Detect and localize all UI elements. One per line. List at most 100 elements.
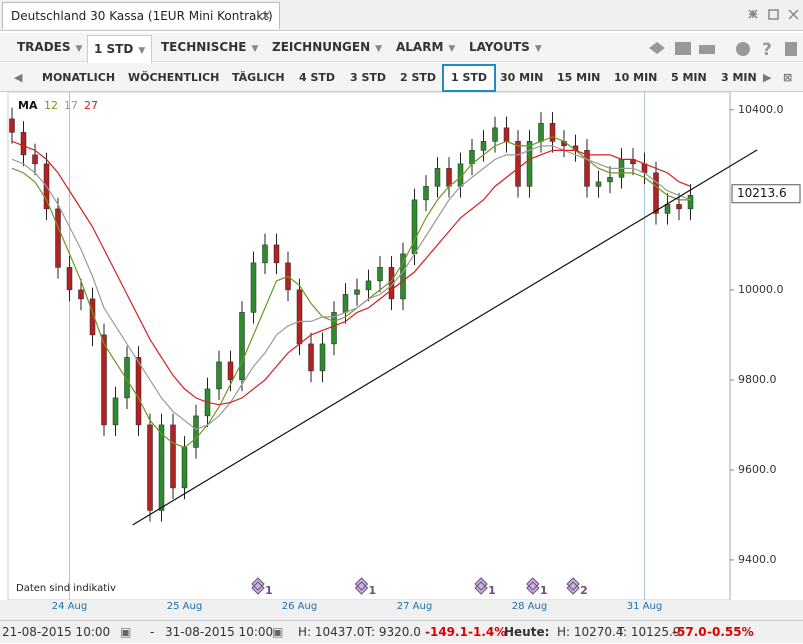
image-icon[interactable] — [675, 42, 691, 55]
timeframe-button[interactable]: 3 MIN — [721, 71, 757, 84]
timeframe-button[interactable]: 3 STD — [350, 71, 387, 84]
timeframe-button[interactable]: MONATLICH — [42, 71, 116, 84]
candle-body — [78, 289, 84, 300]
data-note: Daten sind indikativ — [16, 583, 116, 594]
chart: 9400.0 9600.0 9800.0 10000.0 10400.0 24 Aug 25… — [0, 92, 803, 620]
candle-body — [20, 132, 27, 156]
timeframe-button[interactable]: 30 MIN — [500, 71, 544, 84]
close-window-icon[interactable] — [788, 9, 799, 20]
dropdown-arrow: ▼ — [75, 44, 83, 54]
dropdown-arrow: ▼ — [375, 44, 383, 54]
tool-icons: ? — [649, 40, 797, 60]
timeframe-button[interactable]: 1 STD — [442, 64, 497, 92]
settings-icon[interactable] — [736, 42, 750, 56]
ma-line — [11, 136, 691, 449]
menu-label: 1 STD — [94, 42, 134, 56]
menu-label: LAYOUTS — [469, 40, 530, 54]
candle-body — [342, 294, 349, 313]
calendar-icon[interactable]: ▣ — [120, 625, 132, 639]
scroll-left[interactable]: ◀ — [14, 71, 23, 84]
timeframe-button[interactable]: 4 STD — [299, 71, 336, 84]
scroll-right[interactable]: ▶ — [763, 71, 772, 84]
move-icon[interactable] — [748, 9, 758, 19]
event-icon — [526, 577, 540, 595]
last-price-label: 10213.6 — [737, 186, 787, 200]
timeframe-button[interactable]: 15 MIN — [557, 71, 601, 84]
title-bar: Deutschland 30 Kassa (1EUR Mini Kontrakt… — [0, 0, 803, 31]
event-count: 1 — [265, 584, 273, 597]
close-toolbar[interactable]: ⊠ — [783, 71, 793, 84]
timeframe-button[interactable]: 10 MIN — [614, 71, 658, 84]
candle-body — [32, 154, 38, 165]
menu-item[interactable]: TRADES ▼ — [17, 33, 82, 64]
y-tick-label: 9400.0 — [738, 553, 777, 566]
menu-item[interactable]: ZEICHNUNGEN ▼ — [272, 33, 382, 64]
window-tab[interactable]: Deutschland 30 Kassa (1EUR Mini Kontrakt… — [2, 2, 280, 29]
footer-sep: - — [150, 625, 155, 639]
legend-entry: 12 — [44, 99, 58, 112]
candle-body — [181, 447, 188, 489]
candle-body — [400, 253, 406, 300]
ma-legend: MA — [18, 99, 38, 112]
footer-today-low: T: 10125.9 — [617, 625, 681, 639]
timeframe-button[interactable]: 5 MIN — [671, 71, 707, 84]
event-icon — [354, 577, 369, 595]
event-icon — [251, 577, 265, 595]
footer-high: H: 10437.0 — [298, 625, 365, 639]
maximize-icon[interactable] — [768, 9, 779, 20]
event-count: 2 — [580, 584, 588, 597]
close-icon[interactable]: ✕ — [260, 9, 271, 23]
footer: 21-08-2015 10:00 -31-08-2015 10:00 H: 1043… — [0, 620, 803, 643]
menu-item[interactable]: 1 STD ▼ — [87, 35, 153, 64]
legend-entry: 17 — [64, 99, 78, 112]
x-tick-label: 26 Aug — [282, 601, 317, 612]
timeframe-button[interactable]: WÖCHENTLICH — [128, 71, 220, 84]
menu-item[interactable]: TECHNISCHE ▼ — [161, 33, 258, 64]
event-icon — [474, 577, 488, 595]
candle-body — [112, 397, 119, 426]
menu-label: ZEICHNUNGEN — [272, 40, 371, 54]
export-icon[interactable] — [785, 42, 797, 56]
help-icon[interactable]: ? — [762, 40, 772, 60]
footer-today-high: H: 10270.4 — [557, 625, 624, 639]
window-title: Deutschland 30 Kassa (1EUR Mini Kontrakt… — [11, 9, 273, 23]
candle-body — [193, 415, 199, 448]
x-tick-label: 25 Aug — [167, 601, 202, 612]
event-count: 1 — [488, 584, 496, 597]
footer-today-label: Heute: — [504, 625, 550, 639]
candle-body — [434, 168, 441, 187]
event-count: 1 — [369, 584, 377, 597]
menu-item[interactable]: LAYOUTS ▼ — [469, 33, 542, 64]
y-tick-label: 10400.0 — [738, 103, 784, 116]
candle-body — [158, 424, 165, 511]
menu-label: TECHNISCHE — [161, 40, 247, 54]
event-icon — [566, 577, 580, 595]
y-tick-label: 9600.0 — [738, 463, 777, 476]
candle-body — [89, 298, 96, 336]
x-tick-label: 28 Aug — [512, 601, 547, 612]
timeframe-button[interactable]: TÄGLICH — [232, 71, 285, 84]
timeframe-button[interactable]: 2 STD — [400, 71, 437, 84]
candle-body — [584, 150, 590, 187]
menu-item[interactable]: ALARM ▼ — [396, 33, 455, 64]
candle-body — [308, 343, 314, 372]
candle-body — [503, 127, 510, 142]
calendar-icon[interactable]: ▣ — [272, 625, 284, 639]
candle-body — [526, 141, 533, 187]
dropdown-arrow: ▼ — [251, 44, 259, 54]
layers-icon[interactable] — [649, 42, 665, 54]
y-tick-label: 9800.0 — [738, 373, 777, 386]
print-icon[interactable] — [699, 45, 715, 54]
candle-body — [250, 262, 257, 313]
candle-body — [549, 123, 556, 142]
x-tick-label: 24 Aug — [52, 601, 87, 612]
candle-body — [216, 361, 222, 390]
candle-body — [296, 289, 303, 345]
candle-body — [147, 424, 153, 511]
last-price-box — [731, 184, 801, 204]
candle-body — [354, 289, 360, 295]
candle-body — [595, 181, 602, 187]
candle-body — [55, 208, 61, 268]
x-tick-label: 27 Aug — [397, 601, 432, 612]
candle-body — [664, 204, 671, 214]
